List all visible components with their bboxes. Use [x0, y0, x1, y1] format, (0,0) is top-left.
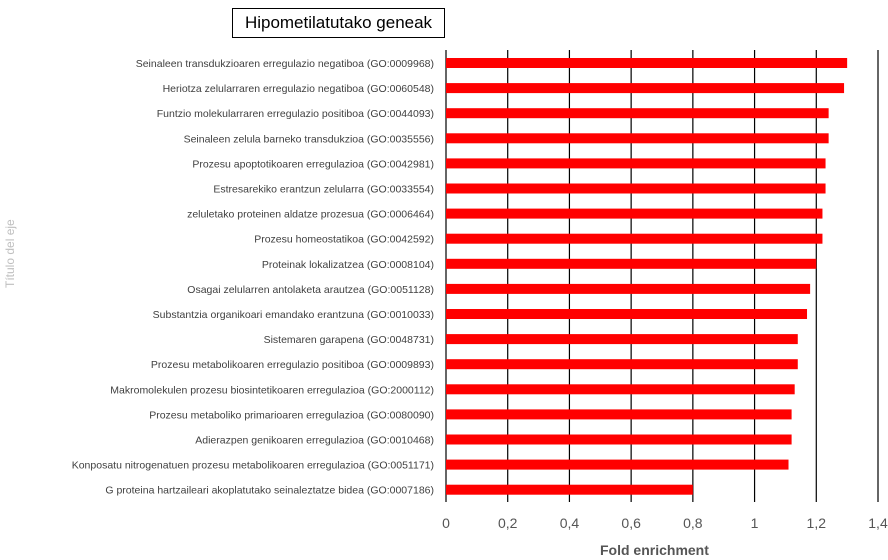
x-tick-label: 0,8 — [683, 515, 703, 531]
category-label-layer: Seinaleen transdukzioaren erregulazio ne… — [72, 58, 434, 497]
bar — [446, 133, 829, 144]
bar — [446, 233, 823, 244]
category-label: Prozesu metaboliko primarioaren erregula… — [149, 409, 434, 421]
category-label: Makromolekulen prozesu biosintetikoaren … — [110, 384, 434, 396]
bar — [446, 384, 795, 395]
bar — [446, 183, 826, 194]
category-label: G proteina hartzaileari akoplatutako sei… — [105, 485, 434, 497]
bar-layer — [446, 58, 848, 495]
bar — [446, 359, 798, 370]
chart-title: Hipometilatutako geneak — [232, 8, 445, 38]
bar — [446, 334, 798, 345]
x-axis-title: Fold enrichment — [600, 542, 709, 558]
category-label: Prozesu metabolikoaren erregulazio posit… — [151, 359, 434, 371]
category-label: Adierazpen genikoaren erregulazioa (GO:0… — [195, 435, 434, 447]
x-tick-label: 1,2 — [807, 515, 827, 531]
category-label: Sistemaren garapena (GO:0048731) — [264, 334, 434, 346]
bar — [446, 58, 848, 68]
category-label: Seinaleen transdukzioaren erregulazio ne… — [136, 58, 434, 70]
bar — [446, 108, 829, 119]
x-tick-label: 0,6 — [621, 515, 641, 531]
bar — [446, 484, 693, 495]
bar — [446, 459, 789, 470]
category-label: Funtzio molekularraren erregulazio posit… — [157, 108, 434, 120]
category-label: Heriotza zelularraren erregulazio negati… — [163, 83, 434, 95]
bar — [446, 283, 811, 294]
x-tick-label: 1,4 — [868, 515, 888, 531]
x-tick-label: 1 — [751, 515, 759, 531]
bar — [446, 409, 792, 420]
bar — [446, 258, 817, 269]
category-label: Konposatu nitrogenatuen prozesu metaboli… — [72, 460, 434, 472]
category-label: Proteinak lokalizatzea (GO:0008104) — [262, 259, 434, 271]
category-label: Osagai zelularren antolaketa arautzea (G… — [187, 284, 434, 296]
category-label: Seinaleen zelula barneko transdukzioa (G… — [184, 133, 434, 145]
bar — [446, 309, 808, 319]
bar — [446, 158, 826, 169]
x-tick-label: 0,4 — [560, 515, 580, 531]
category-label: Prozesu homeostatikoa (GO:0042592) — [254, 234, 434, 246]
x-tick-label: 0,2 — [498, 515, 518, 531]
category-label: zeluletako proteinen aldatze prozesua (G… — [187, 209, 434, 221]
x-tick-label: 0 — [442, 515, 450, 531]
bar — [446, 434, 792, 445]
tick-label-layer: 0 0,2 0,4 0,6 0,8 1 1,2 1,4 — [442, 515, 888, 531]
category-label: Estresarekiko erantzun zelularra (GO:003… — [213, 184, 434, 196]
bar — [446, 208, 823, 219]
category-label: Substantzia organikoari emandako erantzu… — [153, 309, 434, 321]
category-label: Prozesu apoptotikoaren erregulazioa (GO:… — [192, 158, 434, 170]
bar — [446, 83, 845, 94]
grid-layer — [445, 50, 879, 502]
